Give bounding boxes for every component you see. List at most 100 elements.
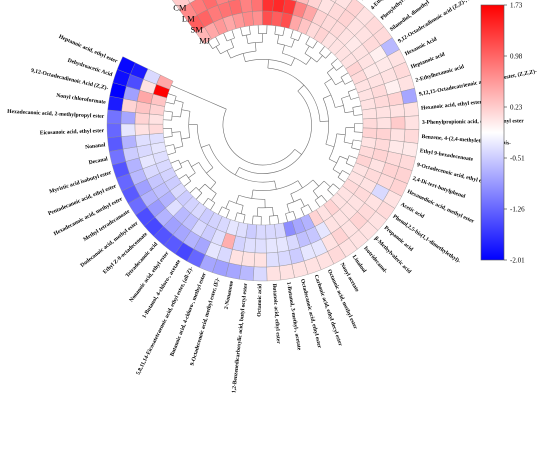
heatmap-cell <box>251 0 262 11</box>
feature-label: Nonyl acetate <box>339 262 360 294</box>
feature-label: Nonanoic acid, ethyl ester <box>129 250 171 303</box>
dendrogram-branch <box>171 160 179 163</box>
heatmap-cell <box>377 117 391 128</box>
feature-label: Linalool <box>351 254 368 274</box>
heatmap-cell <box>135 134 150 146</box>
dendrogram-branch <box>345 81 353 85</box>
feature-label: 9-Octadecenoic acid, methyl ester, (E)- <box>189 276 222 366</box>
colorbar-gradient <box>481 5 504 260</box>
heatmap-cell <box>121 124 135 137</box>
feature-label: Hexadecanoic acid, 2-methylpropyl ester <box>7 109 105 120</box>
dendrogram-branch <box>308 205 312 212</box>
dendrogram-branch <box>269 216 270 225</box>
heatmap-cell <box>121 135 136 149</box>
dendrogram-branch <box>182 110 190 112</box>
dendrogram-branch <box>336 81 344 85</box>
heatmap-cell <box>405 116 419 130</box>
colorbar: 1.730.980.23-0.51-1.26-2.01 <box>481 2 525 265</box>
feature-label: Eicosanoic acid, ethyl ester <box>40 128 105 136</box>
heatmap-cell <box>266 224 276 239</box>
heatmap-cell <box>391 117 405 130</box>
feature-label: Nonyl chloroformate <box>56 93 107 106</box>
dendrogram-branch <box>218 207 222 215</box>
heatmap-cell <box>403 102 418 117</box>
heatmap-cell <box>279 264 294 280</box>
dendrogram-branch <box>243 53 245 61</box>
heatmap-cell <box>362 108 377 119</box>
dendrogram-branch <box>293 211 296 219</box>
heatmap-cell <box>256 225 266 239</box>
dendrogram-branch <box>340 156 348 159</box>
heatmap-cell <box>390 129 405 142</box>
dendrogram-branch <box>268 60 269 69</box>
dendrogram <box>163 25 363 225</box>
dendrogram-branch <box>329 159 337 163</box>
dendrogram-branch <box>327 67 334 72</box>
heatmap-cell <box>390 104 405 117</box>
dendrogram-branch <box>341 96 349 99</box>
feature-label: Hexanoic Acid <box>404 36 438 57</box>
dendrogram-branch <box>172 116 181 117</box>
heatmap-cell <box>267 266 281 281</box>
dendrogram-branch <box>353 140 361 141</box>
dendrogram-branch <box>232 30 235 38</box>
dendrogram-branch <box>346 163 354 167</box>
row-label: SM <box>191 25 204 35</box>
dendrogram-branch <box>278 215 279 223</box>
dendrogram-branch <box>275 26 276 34</box>
colorbar-tick-label: 0.98 <box>510 53 523 61</box>
dendrogram-branch <box>199 184 205 190</box>
dendrogram-branch <box>226 210 229 218</box>
dendrogram-branch <box>223 109 295 165</box>
colorbar-tick-label: -1.26 <box>510 206 525 214</box>
heatmap-cell <box>135 113 150 125</box>
dendrogram-branch <box>306 37 310 45</box>
dendrogram-branch <box>277 35 278 43</box>
heatmap-cell <box>121 111 136 124</box>
dendrogram-branch <box>349 156 357 159</box>
dendrogram-branch <box>249 26 250 34</box>
dendrogram-branch <box>226 201 229 209</box>
feature-label: Hexanoic acid, ethyl ester <box>421 99 483 111</box>
dendrogram-branch <box>333 169 340 174</box>
dendrogram-branch <box>203 99 211 102</box>
dendrogram-branch <box>168 94 176 97</box>
dendrogram-branch <box>320 121 329 122</box>
dendrogram-branch <box>336 65 343 70</box>
dendrogram-branch <box>301 199 305 207</box>
heatmap-cell <box>404 129 419 143</box>
dendrogram-branch <box>218 106 226 109</box>
dendrogram-branch <box>337 134 346 135</box>
dendrogram-branch <box>348 89 356 92</box>
dendrogram-branch <box>322 195 327 202</box>
feature-label: Octanoic acid <box>257 283 264 317</box>
dendrogram-branch <box>227 50 231 58</box>
heatmap-cell <box>255 239 266 253</box>
dendrogram-branch <box>317 56 323 63</box>
colorbar-tick-label: 1.73 <box>510 2 523 10</box>
dendrogram-branch <box>255 43 256 52</box>
dendrogram-branch <box>338 177 345 182</box>
dendrogram-branch <box>333 184 340 190</box>
heatmap-cell <box>362 128 377 139</box>
dendrogram-branch <box>298 181 303 188</box>
dendrogram-branch <box>306 58 311 65</box>
dendrogram-branch <box>184 181 191 186</box>
dendrogram-branch <box>313 191 318 198</box>
dendrogram-branch <box>352 148 360 150</box>
dendrogram-branch <box>216 47 220 54</box>
dendrogram-branch <box>298 85 304 91</box>
heatmap-cells <box>107 0 419 281</box>
heatmap-cell <box>363 118 377 128</box>
dendrogram-branch <box>235 213 237 221</box>
dendrogram-branch <box>324 181 330 187</box>
dendrogram-branch <box>175 100 183 102</box>
dendrogram-branch <box>295 149 302 154</box>
dendrogram-branch <box>216 37 220 45</box>
row-label: LM <box>182 14 195 24</box>
dendrogram-branch <box>354 132 363 133</box>
dendrogram-branch <box>174 167 182 171</box>
dendrogram-branch <box>325 79 332 84</box>
dendrogram-branch <box>287 204 289 212</box>
